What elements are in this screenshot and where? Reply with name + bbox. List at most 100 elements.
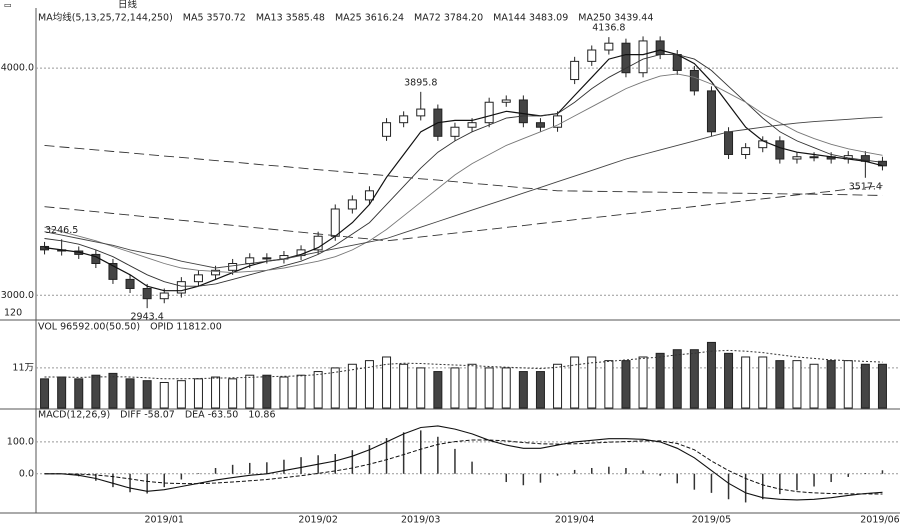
volume-bar <box>655 352 665 409</box>
volume-bar <box>621 360 631 409</box>
candle-body <box>587 49 597 62</box>
volume-bar <box>399 363 409 409</box>
volume-bar <box>313 371 323 409</box>
candle-body <box>553 115 563 128</box>
volume-bar <box>57 376 67 409</box>
volume-bar <box>40 378 50 409</box>
volume-bar <box>809 363 819 409</box>
indicator-header: MA5 3570.72 <box>183 13 246 24</box>
volume-bar <box>193 378 203 409</box>
moving-average-line <box>44 49 883 292</box>
volume-bar <box>382 356 392 409</box>
x-tick-label: 2019/04 <box>555 515 594 526</box>
volume-bar <box>792 360 802 409</box>
moving-average-line <box>44 73 883 274</box>
volume-bar <box>672 349 682 409</box>
volume-bar <box>330 367 340 409</box>
x-tick-label: 2019/03 <box>401 515 440 526</box>
candle-body <box>706 90 716 133</box>
candle-body <box>484 101 494 124</box>
price-annotation: 3246.5 <box>45 225 78 236</box>
volume-bar <box>724 352 734 409</box>
candle-body <box>193 274 203 283</box>
candle-body <box>176 281 186 294</box>
indicator-header: MA72 3784.20 <box>414 13 483 24</box>
candle-body <box>142 287 152 300</box>
y-tick-label: 11万 <box>12 362 34 373</box>
indicator-header: MACD(12,26,9) <box>38 410 110 421</box>
volume-bar <box>518 371 528 409</box>
diff-line <box>44 425 883 501</box>
price-annotation: 3517.4 <box>849 181 882 192</box>
candle-body <box>416 108 426 117</box>
moving-average-line <box>44 144 883 196</box>
candle-body <box>570 60 580 81</box>
volume-bar <box>416 367 426 409</box>
candle-body <box>159 292 169 300</box>
volume-bar <box>484 367 494 409</box>
moving-average-line <box>44 185 883 242</box>
candle-body <box>672 54 682 71</box>
candle-body <box>724 131 734 155</box>
x-tick-label: 2019/06 <box>860 515 899 526</box>
candle-body <box>313 235 323 251</box>
volume-bar <box>347 363 357 409</box>
volume-bar <box>125 378 135 409</box>
volume-bar <box>706 341 716 409</box>
volume-bar <box>638 356 648 409</box>
volume-bar <box>501 367 511 409</box>
volume-bar <box>587 356 597 409</box>
volume-bar <box>535 371 545 409</box>
candle-body <box>621 42 631 74</box>
x-tick-label: 2019/05 <box>692 515 731 526</box>
volume-bar <box>450 367 460 409</box>
y-tick-label: 3000.0 <box>1 290 34 301</box>
candle-body <box>604 42 614 51</box>
moving-average-line <box>44 54 883 287</box>
candle-body <box>382 122 392 137</box>
candle-body <box>689 69 699 92</box>
indicator-header: 10.86 <box>248 410 275 421</box>
x-tick-label: 2019/02 <box>298 515 337 526</box>
candle-body <box>399 115 409 124</box>
volume-bar <box>176 380 186 409</box>
candle-body <box>655 40 665 56</box>
candle-body <box>518 99 528 124</box>
volume-bar <box>262 374 272 409</box>
candle-body <box>450 126 460 137</box>
candle-body <box>228 262 238 271</box>
volume-bar <box>689 349 699 409</box>
x-tick-label: 2019/01 <box>145 515 184 526</box>
candle-body <box>535 122 545 128</box>
price-annotation: 2943.4 <box>131 312 164 323</box>
volume-bar <box>211 376 221 409</box>
candle-body <box>501 99 511 103</box>
candle-body <box>741 147 751 155</box>
volume-bar <box>433 371 443 409</box>
dea-line <box>44 439 883 495</box>
volume-bar <box>296 374 306 409</box>
indicator-header: MA25 3616.24 <box>335 13 404 24</box>
volume-bar <box>741 356 751 409</box>
volume-bar <box>860 363 870 409</box>
indicator-header: MA144 3483.09 <box>493 13 568 24</box>
volume-bar <box>142 380 152 409</box>
volume-bar <box>159 381 169 409</box>
candle-body <box>125 278 135 289</box>
indicator-header: MA13 3585.48 <box>256 13 325 24</box>
period-selector[interactable]: 日线 <box>118 0 138 11</box>
indicator-header: OPID 11812.00 <box>150 322 222 333</box>
candle-body <box>638 40 648 74</box>
volume-bar <box>91 374 101 409</box>
candle-body <box>245 257 255 264</box>
volume-bar <box>604 360 614 409</box>
toolbar-icon: ▭ <box>4 1 12 10</box>
candle-body <box>262 257 272 260</box>
volume-bar <box>843 360 853 409</box>
price-annotation: 4136.8 <box>592 23 625 34</box>
indicator-header: MA250 3439.44 <box>578 13 653 24</box>
volume-bar <box>228 378 238 409</box>
indicator-header: DEA -63.50 <box>185 410 238 421</box>
volume-bar <box>570 356 580 409</box>
